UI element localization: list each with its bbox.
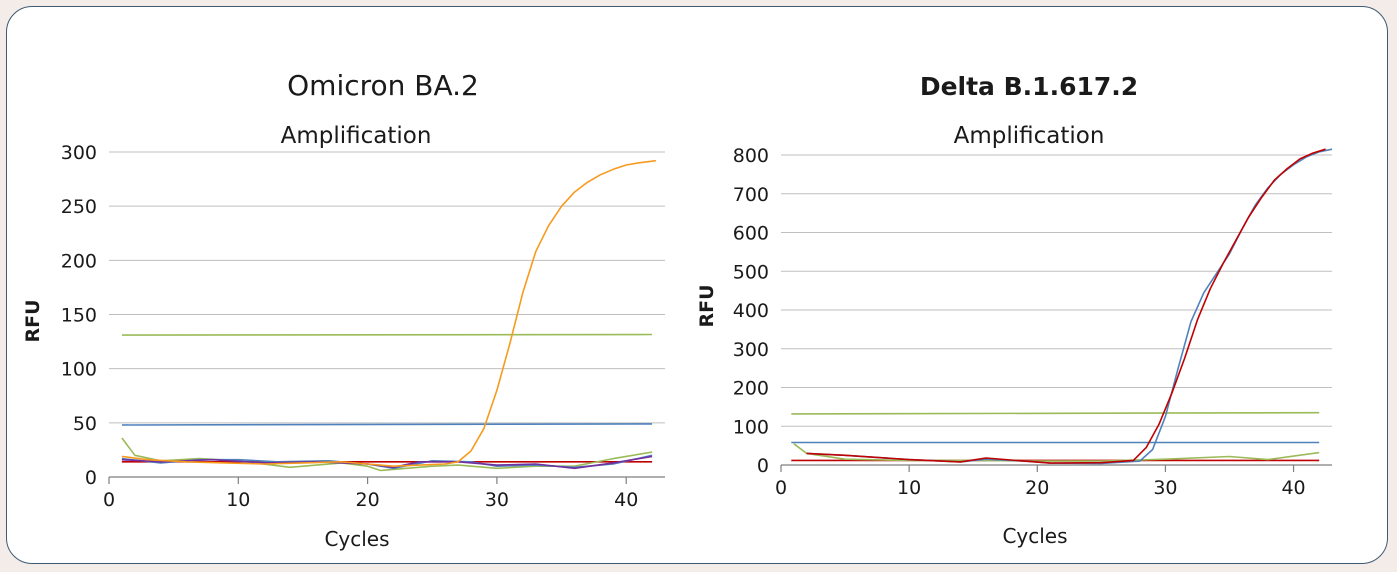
chart-1-y-tick-label: 200 — [61, 250, 97, 272]
chart-2-title: Delta B.1.617.2 — [920, 72, 1138, 101]
chart-1-subtitle: Amplification — [281, 123, 432, 149]
chart-1-x-axis-label: Cycles — [324, 527, 389, 551]
chart-2-x-tick-label: 20 — [1025, 477, 1049, 499]
chart-1-x-tick-label: 20 — [356, 489, 380, 511]
chart-2-series-line-1 — [791, 411, 1320, 415]
chart-1-x-tick-label: 10 — [226, 489, 250, 511]
chart-2-x-tick-label: 30 — [1153, 477, 1177, 499]
chart-2-y-tick-label: 500 — [733, 261, 769, 283]
chart-1-title: Omicron BA.2 — [287, 69, 479, 102]
chart-1-series-line-6 — [121, 455, 653, 470]
chart-2-x-tick-label: 40 — [1281, 477, 1305, 499]
chart-1-y-tick-label: 300 — [61, 142, 97, 164]
chart-1-x-tick-label: 40 — [614, 489, 638, 511]
chart-1-y-tick-label: 150 — [61, 305, 97, 327]
chart-1-y-tick-label: 100 — [61, 359, 97, 381]
chart-2-y-tick-label: 100 — [733, 416, 769, 438]
chart-2-y-tick-label: 400 — [733, 300, 769, 322]
chart-1-x-tick-label: 0 — [103, 489, 115, 511]
chart-2-x-tick-label: 0 — [775, 477, 787, 499]
chart-1-series-line-2 — [121, 423, 653, 426]
chart-2-y-tick-label: 300 — [733, 339, 769, 361]
chart-2-series-line-6 — [806, 148, 1326, 464]
chart-2-y-axis-label: RFU — [696, 284, 718, 327]
figure-panel: Omicron BA.2 Amplification RFU Cycles 0 5… — [6, 6, 1388, 564]
chart-2-x-axis-label: Cycles — [1002, 524, 1067, 548]
chart-1-series-line-1 — [121, 333, 653, 336]
chart-2-series-line-5 — [806, 148, 1333, 465]
chart-1-y-axis-label: RFU — [22, 299, 44, 342]
chart-2-subtitle: Amplification — [954, 123, 1105, 149]
chart-2-plot: 0 100 200 300 400 500 600 700 800 0 10 20 30 40 — [733, 145, 1333, 499]
chart-1-y-tick-label: 250 — [61, 196, 97, 218]
charts-svg: Omicron BA.2 Amplification RFU Cycles 0 5… — [22, 69, 1333, 551]
chart-2-x-tick-label: 10 — [897, 477, 921, 499]
chart-1-series-line-7 — [121, 159, 656, 468]
chart-2-y-tick-label: 600 — [733, 223, 769, 245]
chart-2-y-tick-label: 700 — [733, 184, 769, 206]
chart-1-y-tick-label: 0 — [85, 467, 97, 489]
chart-2-y-tick-label: 200 — [733, 378, 769, 400]
chart-2-y-tick-label: 0 — [757, 455, 769, 477]
chart-2-y-tick-label: 800 — [733, 145, 769, 167]
chart-2-series-line-4 — [793, 443, 1320, 462]
chart-1-plot: 0 50 100 150 200 250 300 0 10 20 30 40 — [61, 142, 665, 511]
chart-1-y-tick-label: 50 — [73, 413, 97, 435]
chart-1-x-tick-label: 30 — [485, 489, 509, 511]
